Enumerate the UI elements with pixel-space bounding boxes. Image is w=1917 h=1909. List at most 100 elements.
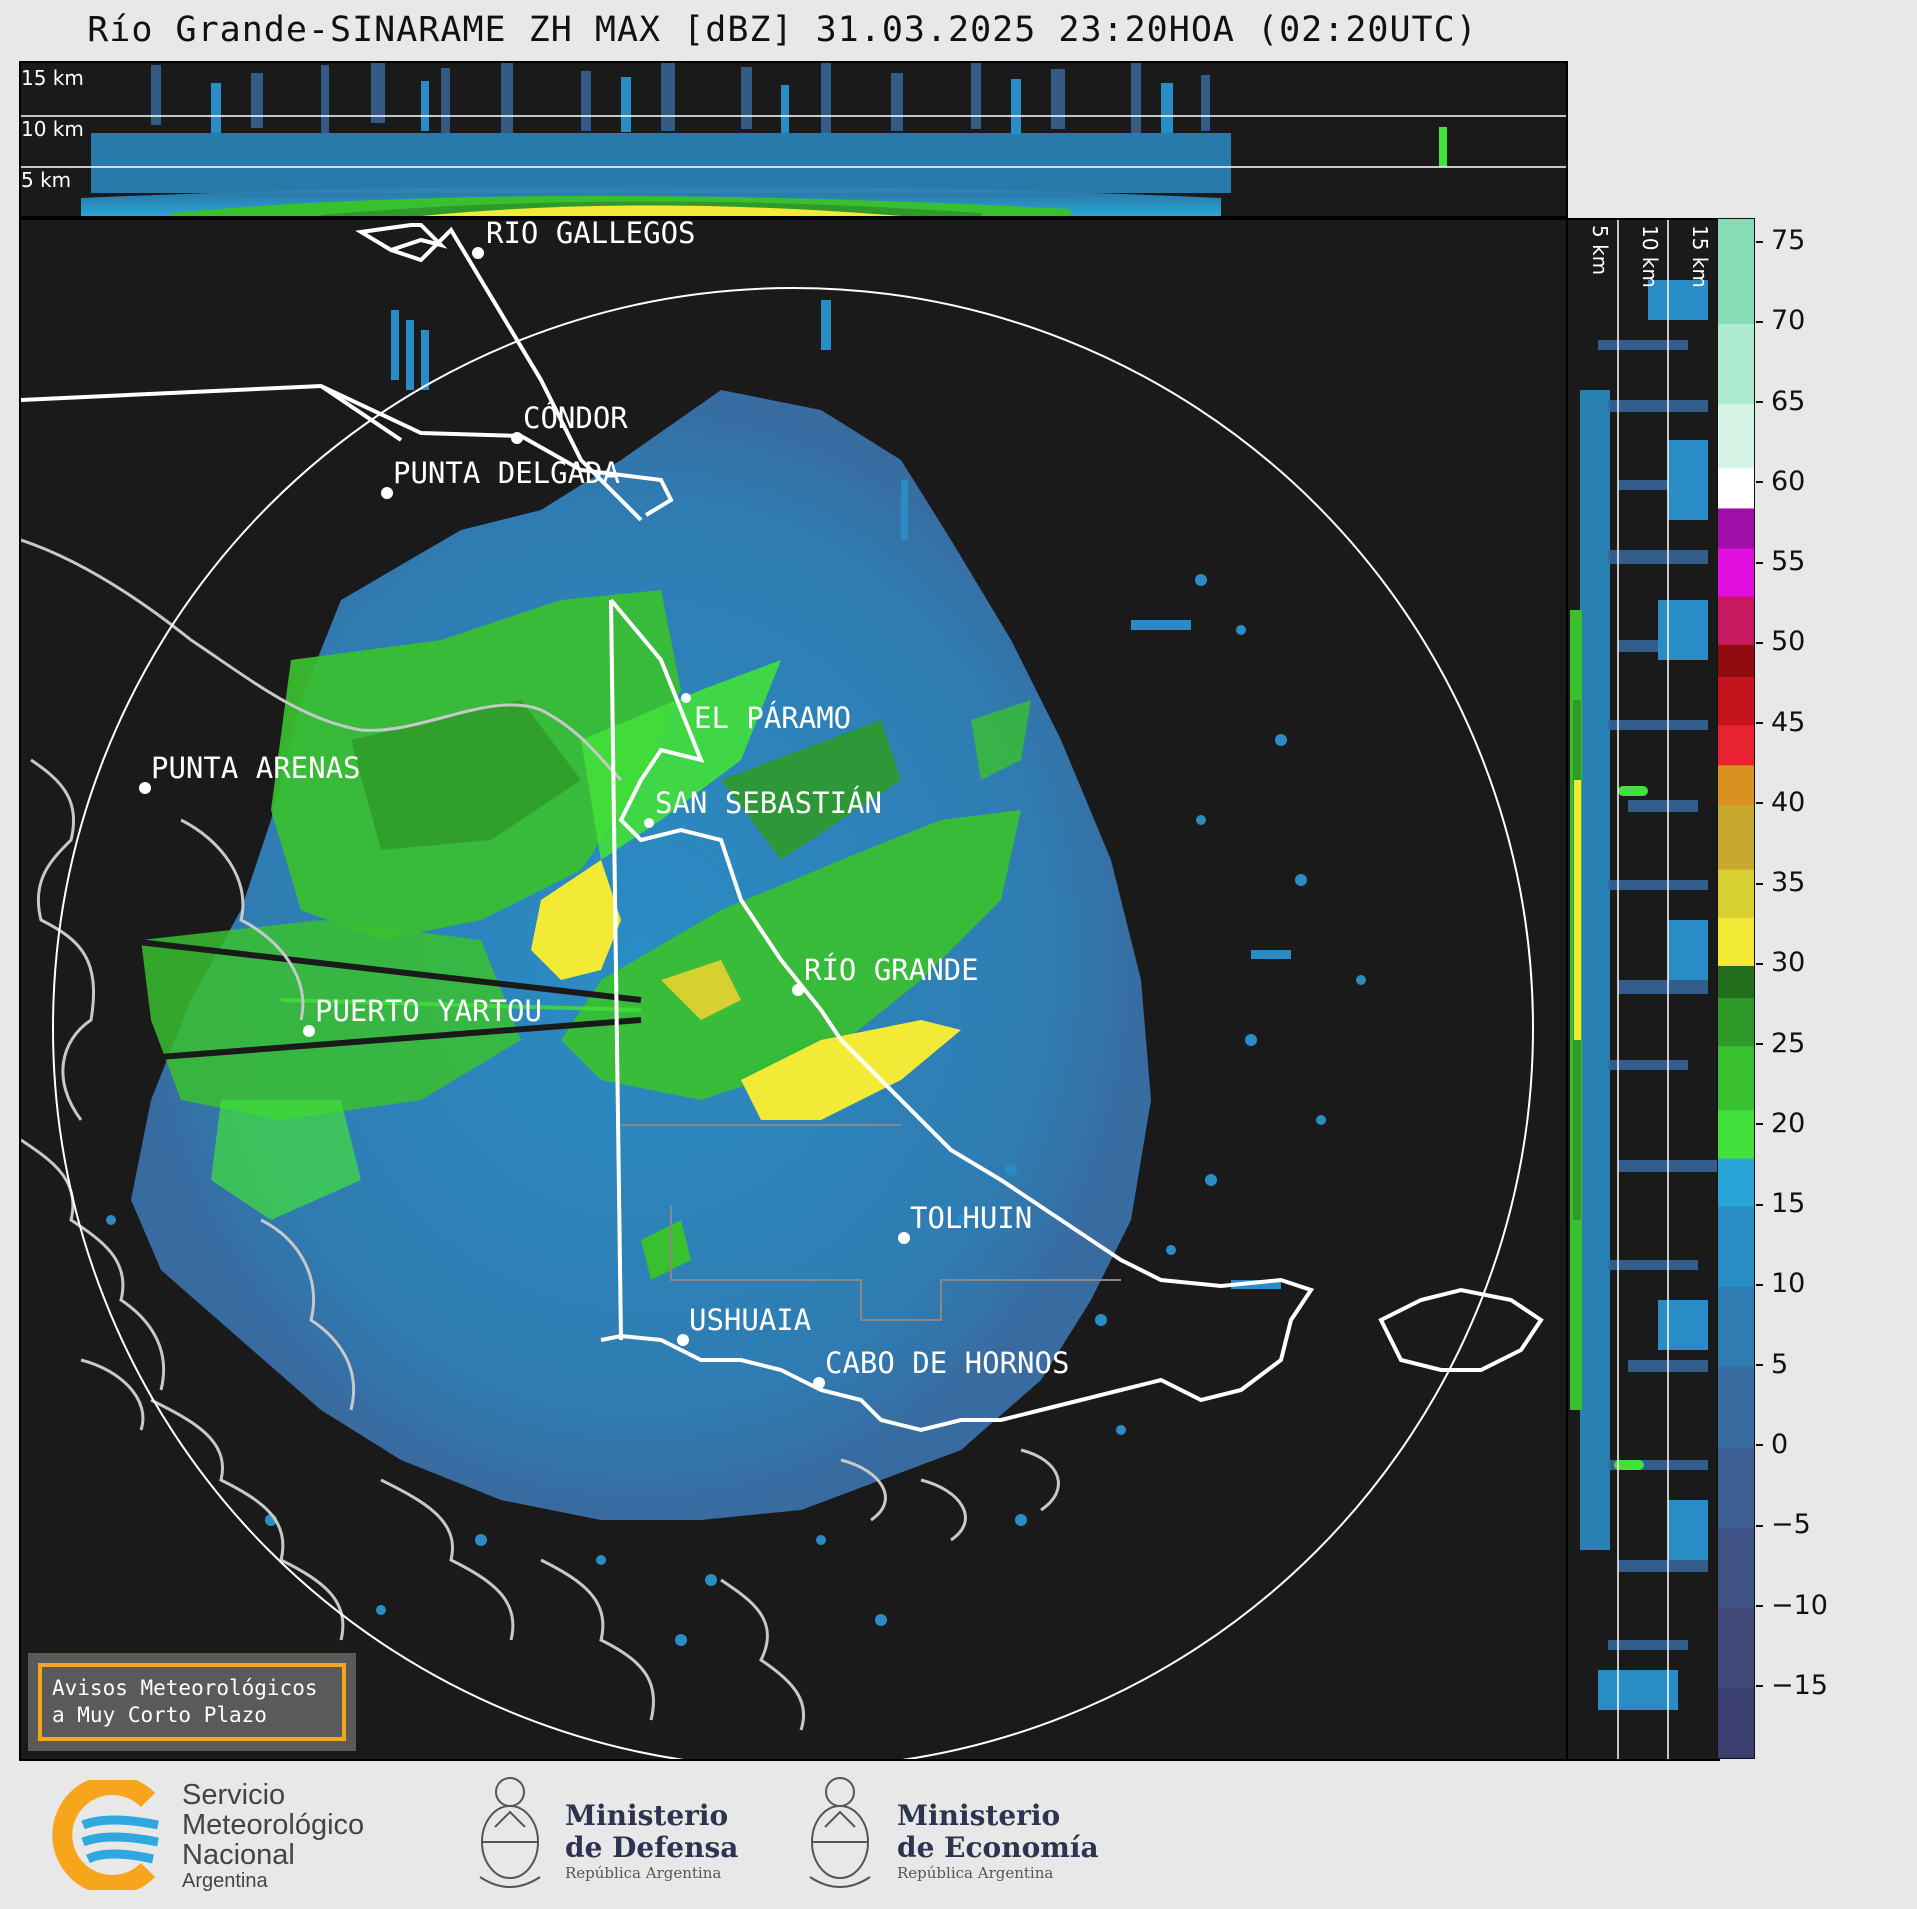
colorbar-tick: 10 bbox=[1756, 1268, 1805, 1299]
top-cross-section-plot: 15 km 10 km 5 km bbox=[21, 63, 1566, 216]
smn-line-2: Meteorológico bbox=[182, 1809, 365, 1841]
marker-el-paramo bbox=[681, 693, 691, 703]
top-alt-label-5: 5 km bbox=[21, 168, 71, 192]
label-puerto-yartou: PUERTO YARTOU bbox=[315, 994, 542, 1028]
label-cabo-de-hornos: CABO DE HORNOS bbox=[825, 1346, 1069, 1380]
colorbar-segment bbox=[1718, 917, 1754, 966]
colorbar-tick: 20 bbox=[1756, 1108, 1805, 1139]
economia-sub: República Argentina bbox=[897, 1864, 1054, 1882]
label-punta-delgada: PUNTA DELGADA bbox=[393, 456, 620, 490]
echo-area-yellow bbox=[531, 860, 961, 1120]
marker-san-sebastian bbox=[644, 818, 654, 828]
colorbar-tick: 60 bbox=[1756, 466, 1805, 497]
colorbar-segment bbox=[1718, 1286, 1754, 1368]
radar-map-panel: RÍO GALLEGOS CÓNDOR PUNTA DELGADA EL PÁR… bbox=[19, 218, 1568, 1761]
aviso-line-2: a Muy Corto Plazo bbox=[52, 1703, 267, 1727]
map-title: Río Grande-SINARAME ZH MAX [dBZ] 31.03.2… bbox=[87, 10, 1478, 50]
colorbar-tick: 30 bbox=[1756, 947, 1805, 978]
label-san-sebastian: SAN SEBASTIÁN bbox=[655, 786, 882, 820]
defensa-logo-text: Ministerio de Defensa República Argentin… bbox=[565, 1799, 739, 1883]
colorbar-segment bbox=[1718, 1109, 1754, 1159]
colorbar-segment bbox=[1718, 1158, 1754, 1207]
marker-rio-grande bbox=[792, 984, 804, 996]
colorbar-tick: 40 bbox=[1756, 787, 1805, 818]
defensa-sub: República Argentina bbox=[565, 1864, 722, 1882]
province-lines bbox=[621, 1124, 1121, 1321]
top-alt-label-10: 10 km bbox=[21, 117, 84, 141]
marker-punta-delgada bbox=[381, 487, 393, 499]
colorbar-segment bbox=[1718, 724, 1754, 766]
colorbar-segment bbox=[1718, 804, 1754, 870]
colorbar-tick: 65 bbox=[1756, 386, 1805, 417]
colorbar-tick: −15 bbox=[1756, 1670, 1828, 1701]
borders bbox=[21, 223, 1544, 1433]
right-alt-label-5: 5 km bbox=[1588, 225, 1612, 275]
city-markers bbox=[139, 247, 910, 1389]
footer-logos: Servicio Meteorológico Nacional Argentin… bbox=[0, 1762, 1917, 1909]
smn-country: Argentina bbox=[182, 1870, 268, 1892]
defensa-coat-of-arms-icon bbox=[479, 1777, 541, 1888]
colorbar-tick: 45 bbox=[1756, 707, 1805, 738]
top-cross-section-panel: 15 km 10 km 5 km bbox=[19, 61, 1568, 218]
colorbar-tick: 0 bbox=[1756, 1429, 1788, 1460]
colorbar-segment bbox=[1718, 1045, 1754, 1111]
colorbar-segment bbox=[1718, 1366, 1754, 1448]
defensa-line-2: de Defensa bbox=[565, 1831, 739, 1864]
label-condor: CÓNDOR bbox=[523, 401, 628, 435]
aviso-line-1: Avisos Meteorológicos bbox=[52, 1676, 318, 1700]
colorbar-tick: 15 bbox=[1756, 1188, 1805, 1219]
right-alt-label-10: 10 km bbox=[1638, 225, 1662, 288]
marker-rio-gallegos bbox=[472, 247, 484, 259]
colorbar-segment bbox=[1718, 644, 1754, 677]
dbz-colorbar bbox=[1717, 218, 1755, 1759]
colorbar-tick: 5 bbox=[1756, 1349, 1788, 1380]
colorbar-tick: 35 bbox=[1756, 867, 1805, 898]
colorbar-segment bbox=[1718, 1527, 1754, 1609]
colorbar-tick: 55 bbox=[1756, 546, 1805, 577]
economia-line-1: Ministerio bbox=[897, 1799, 1061, 1832]
top-alt-label-15: 15 km bbox=[21, 66, 84, 90]
colorbar-segment bbox=[1718, 323, 1754, 405]
colorbar-tick: 70 bbox=[1756, 305, 1805, 336]
colorbar-tick-labels: 75 70 65 60 55 50 45 40 35 30 25 20 15 10 5 0 −5 −10 −15 bbox=[1756, 218, 1906, 1759]
echo-area-green bbox=[141, 590, 1031, 1280]
colorbar-segment bbox=[1718, 676, 1754, 726]
colorbar-segment bbox=[1718, 965, 1754, 999]
label-el-paramo: EL PÁRAMO bbox=[694, 701, 851, 735]
colorbar-segment bbox=[1718, 507, 1754, 549]
defensa-line-1: Ministerio bbox=[565, 1799, 729, 1832]
colorbar-segment bbox=[1718, 764, 1754, 806]
right-alt-label-15: 15 km bbox=[1688, 225, 1712, 288]
colorbar-tick: 75 bbox=[1756, 225, 1805, 256]
economia-coat-of-arms-icon bbox=[809, 1777, 871, 1888]
colorbar-segment bbox=[1718, 219, 1754, 324]
smn-logo-icon bbox=[52, 1780, 159, 1890]
marker-punta-arenas bbox=[139, 782, 151, 794]
right-cross-section-plot: 5 km 10 km 15 km bbox=[1570, 220, 1718, 1759]
colorbar-tick: −5 bbox=[1756, 1509, 1811, 1540]
beam-blockage bbox=[120, 937, 642, 1063]
marker-condor bbox=[511, 432, 523, 444]
colorbar-tick: 50 bbox=[1756, 626, 1805, 657]
marker-cabo-de-hornos bbox=[813, 1377, 825, 1389]
economia-line-2: de Economía bbox=[897, 1831, 1099, 1864]
colorbar-segment bbox=[1718, 1687, 1754, 1758]
colorbar-segment bbox=[1718, 869, 1754, 918]
aviso-box: Avisos Meteorológicos a Muy Corto Plazo bbox=[28, 1653, 356, 1751]
colorbar-segment bbox=[1718, 548, 1754, 597]
colorbar-tick: 25 bbox=[1756, 1028, 1805, 1059]
smn-line-3: Nacional bbox=[182, 1839, 295, 1871]
label-tolhuin: TOLHUIN bbox=[910, 1201, 1032, 1235]
label-ushuaia: USHUAIA bbox=[689, 1303, 811, 1337]
colorbar-segment bbox=[1718, 1206, 1754, 1287]
colorbar-segment bbox=[1718, 403, 1754, 469]
label-rio-grande: RÍO GRANDE bbox=[804, 953, 979, 987]
radar-reflectivity-map: RÍO GALLEGOS CÓNDOR PUNTA DELGADA EL PÁR… bbox=[21, 220, 1544, 1759]
marker-puerto-yartou bbox=[303, 1025, 315, 1037]
smn-logo-text: Servicio Meteorológico Nacional Argentin… bbox=[182, 1780, 364, 1893]
colorbar-segment bbox=[1718, 1446, 1754, 1528]
colorbar-segment bbox=[1718, 1607, 1754, 1689]
smn-line-1: Servicio bbox=[182, 1779, 286, 1811]
label-punta-arenas: PUNTA ARENAS bbox=[151, 751, 361, 785]
coastline bbox=[21, 538, 1060, 1731]
